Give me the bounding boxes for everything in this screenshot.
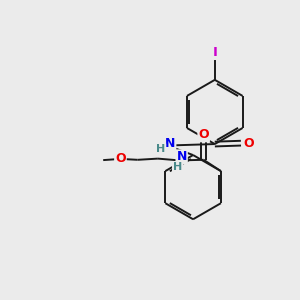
Text: H: H xyxy=(173,162,182,172)
Text: H: H xyxy=(156,144,165,154)
Text: N: N xyxy=(176,150,187,163)
Text: N: N xyxy=(165,137,175,150)
Text: O: O xyxy=(198,128,209,141)
Text: I: I xyxy=(212,46,217,59)
Text: O: O xyxy=(243,137,254,150)
Text: O: O xyxy=(115,152,126,165)
